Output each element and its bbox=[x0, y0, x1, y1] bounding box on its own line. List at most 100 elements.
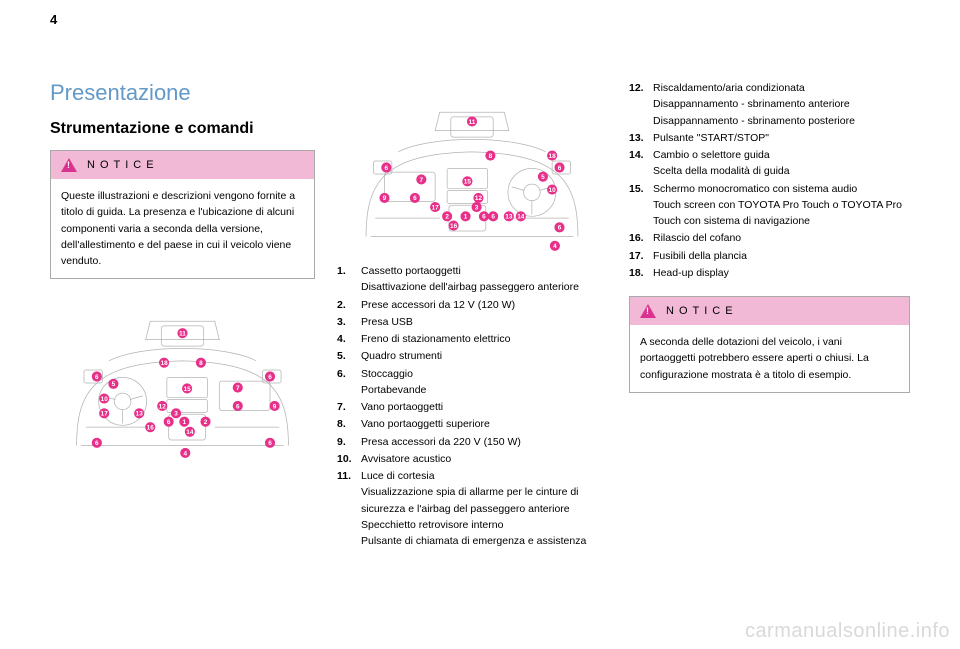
svg-text:8: 8 bbox=[199, 360, 203, 367]
list-item-number: 5. bbox=[337, 348, 361, 364]
svg-text:7: 7 bbox=[236, 385, 240, 392]
svg-text:6: 6 bbox=[491, 214, 495, 221]
svg-text:15: 15 bbox=[184, 386, 192, 393]
list-item-number: 17. bbox=[629, 248, 653, 264]
subsection-title: Strumentazione e comandi bbox=[50, 120, 315, 138]
svg-text:7: 7 bbox=[420, 177, 424, 184]
svg-text:6: 6 bbox=[558, 225, 562, 232]
list-item: 4.Freno di stazionamento elettrico bbox=[337, 331, 607, 347]
svg-text:6: 6 bbox=[268, 374, 272, 381]
svg-text:11: 11 bbox=[179, 331, 186, 338]
svg-text:6: 6 bbox=[268, 440, 272, 447]
list-item-text: Quadro strumenti bbox=[361, 348, 607, 364]
svg-text:3: 3 bbox=[475, 204, 479, 211]
list-item: 15.Schermo monocromatico con sistema aud… bbox=[629, 181, 910, 230]
list-item-text: StoccaggioPortabevande bbox=[361, 366, 607, 399]
list-item: 9.Presa accessori da 220 V (150 W) bbox=[337, 434, 607, 450]
list-item: 14.Cambio o selettore guidaScelta della … bbox=[629, 147, 910, 180]
list-item: 2.Prese accessori da 12 V (120 W) bbox=[337, 297, 607, 313]
svg-text:13: 13 bbox=[505, 214, 513, 221]
svg-text:2: 2 bbox=[445, 214, 449, 221]
watermark: carmanualsonline.info bbox=[745, 620, 950, 643]
list-item-number: 14. bbox=[629, 147, 653, 180]
list-item-number: 1. bbox=[337, 263, 361, 296]
notice-header: NOTICE bbox=[630, 297, 909, 325]
list-item: 10.Avvisatore acustico bbox=[337, 451, 607, 467]
list-item-number: 9. bbox=[337, 434, 361, 450]
list-item-number: 7. bbox=[337, 399, 361, 415]
svg-text:16: 16 bbox=[147, 425, 155, 432]
column-3: 12.Riscaldamento/aria condizionataDisapp… bbox=[629, 80, 910, 629]
svg-text:10: 10 bbox=[101, 396, 109, 403]
list-item-number: 16. bbox=[629, 230, 653, 246]
svg-text:9: 9 bbox=[383, 195, 387, 202]
svg-text:2: 2 bbox=[204, 419, 208, 426]
notice-box-1: NOTICE Queste illustrazioni e descrizion… bbox=[50, 150, 315, 279]
svg-text:1: 1 bbox=[183, 419, 187, 426]
svg-text:8: 8 bbox=[489, 153, 493, 160]
numbered-list-2: 12.Riscaldamento/aria condizionataDisapp… bbox=[629, 80, 910, 282]
list-item-number: 12. bbox=[629, 80, 653, 129]
list-item-text: Presa accessori da 220 V (150 W) bbox=[361, 434, 607, 450]
list-item: 17.Fusibili della plancia bbox=[629, 248, 910, 264]
content-area: Presentazione Strumentazione e comandi N… bbox=[50, 80, 910, 629]
section-title: Presentazione bbox=[50, 80, 315, 106]
list-item: 6.StoccaggioPortabevande bbox=[337, 366, 607, 399]
svg-text:6: 6 bbox=[385, 165, 389, 172]
svg-text:1: 1 bbox=[464, 214, 468, 221]
svg-text:12: 12 bbox=[475, 195, 483, 202]
notice-header: NOTICE bbox=[51, 151, 314, 179]
svg-text:4: 4 bbox=[553, 243, 557, 250]
svg-text:6: 6 bbox=[482, 214, 486, 221]
notice-body: Queste illustrazioni e descrizioni vengo… bbox=[51, 179, 314, 278]
list-item: 13.Pulsante "START/STOP" bbox=[629, 130, 910, 146]
list-item: 11.Luce di cortesiaVisualizzazione spia … bbox=[337, 468, 607, 549]
svg-text:14: 14 bbox=[186, 429, 194, 436]
svg-text:4: 4 bbox=[183, 451, 187, 458]
notice-body: A seconda delle dotazioni del veicolo, i… bbox=[630, 325, 909, 392]
list-item-number: 3. bbox=[337, 314, 361, 330]
list-item: 5.Quadro strumenti bbox=[337, 348, 607, 364]
list-item-text: Cassetto portaoggettiDisattivazione dell… bbox=[361, 263, 607, 296]
column-2: 12345789101112131415161718666666 1.Casse… bbox=[337, 80, 607, 629]
svg-text:6: 6 bbox=[236, 404, 240, 411]
svg-text:18: 18 bbox=[549, 153, 557, 160]
list-item-text: Prese accessori da 12 V (120 W) bbox=[361, 297, 607, 313]
svg-text:14: 14 bbox=[517, 214, 525, 221]
svg-text:11: 11 bbox=[469, 119, 476, 126]
list-item-number: 11. bbox=[337, 468, 361, 549]
svg-text:18: 18 bbox=[160, 360, 168, 367]
list-item: 1.Cassetto portaoggettiDisattivazione de… bbox=[337, 263, 607, 296]
svg-text:17: 17 bbox=[101, 411, 109, 418]
svg-text:6: 6 bbox=[95, 374, 99, 381]
list-item-text: Fusibili della plancia bbox=[653, 248, 910, 264]
svg-text:12: 12 bbox=[159, 404, 167, 411]
list-item-number: 6. bbox=[337, 366, 361, 399]
list-item-text: Head-up display bbox=[653, 265, 910, 281]
list-item: 12.Riscaldamento/aria condizionataDisapp… bbox=[629, 80, 910, 129]
svg-text:15: 15 bbox=[464, 179, 472, 186]
svg-text:3: 3 bbox=[174, 411, 178, 418]
list-item-text: Cambio o selettore guidaScelta della mod… bbox=[653, 147, 910, 180]
svg-text:9: 9 bbox=[273, 404, 277, 411]
warning-triangle-icon bbox=[640, 304, 656, 318]
svg-text:5: 5 bbox=[541, 174, 545, 181]
list-item-number: 18. bbox=[629, 265, 653, 281]
list-item-number: 4. bbox=[337, 331, 361, 347]
list-item-text: Riscaldamento/aria condizionataDisappann… bbox=[653, 80, 910, 129]
svg-text:6: 6 bbox=[95, 440, 99, 447]
list-item: 3.Presa USB bbox=[337, 314, 607, 330]
list-item: 7.Vano portaoggetti bbox=[337, 399, 607, 415]
svg-text:6: 6 bbox=[558, 165, 562, 172]
warning-triangle-icon bbox=[61, 158, 77, 172]
numbered-list-1: 1.Cassetto portaoggettiDisattivazione de… bbox=[337, 263, 607, 551]
column-1: Presentazione Strumentazione e comandi N… bbox=[50, 80, 315, 629]
list-item-number: 8. bbox=[337, 416, 361, 432]
notice-box-2: NOTICE A seconda delle dotazioni del vei… bbox=[629, 296, 910, 393]
svg-text:16: 16 bbox=[450, 223, 458, 230]
notice-label: NOTICE bbox=[87, 159, 159, 171]
list-item-number: 15. bbox=[629, 181, 653, 230]
list-item: 16.Rilascio del cofano bbox=[629, 230, 910, 246]
list-item-text: Avvisatore acustico bbox=[361, 451, 607, 467]
list-item-text: Luce di cortesiaVisualizzazione spia di … bbox=[361, 468, 607, 549]
